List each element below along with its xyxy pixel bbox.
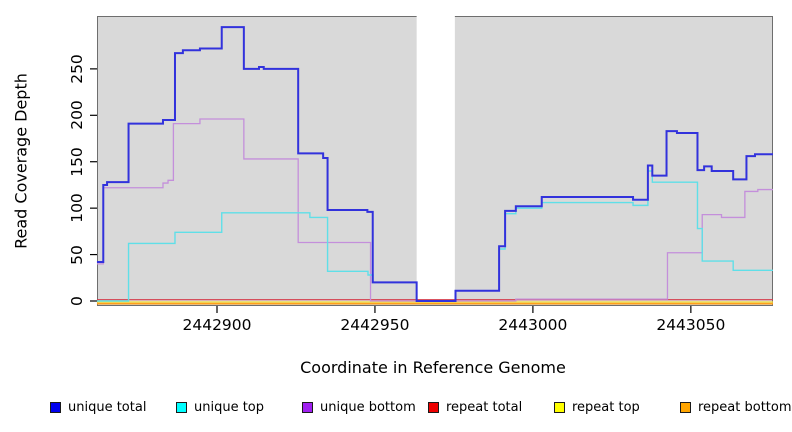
legend-swatch-icon xyxy=(680,401,691,413)
x-tick-label: 2443000 xyxy=(498,316,568,334)
legend-swatch-icon xyxy=(302,401,313,413)
legend-label: unique total xyxy=(68,399,147,415)
legend-label: repeat top xyxy=(572,399,640,415)
y-tick-label: 100 xyxy=(68,193,86,223)
legend-label: unique bottom xyxy=(320,399,416,415)
legend-item: unique total xyxy=(50,399,147,415)
legend-label: unique top xyxy=(194,399,265,415)
y-tick-label: 250 xyxy=(68,54,86,84)
legend-label: repeat total xyxy=(446,399,523,415)
legend-swatch-icon xyxy=(554,401,565,413)
legend-swatch-icon xyxy=(50,401,61,413)
y-axis-title: Read Coverage Depth xyxy=(11,73,31,249)
legend-item: repeat bottom xyxy=(680,399,792,415)
y-tick-label: 150 xyxy=(68,146,86,177)
no-data-gap-band xyxy=(416,14,455,302)
legend-item: repeat top xyxy=(554,399,640,415)
legend-item: unique bottom xyxy=(302,399,416,415)
series-line xyxy=(96,26,773,302)
legend-swatch-icon xyxy=(176,401,187,413)
x-tick-label: 2442950 xyxy=(340,316,410,334)
y-tick-label: 200 xyxy=(68,100,86,131)
y-tick-label: 0 xyxy=(68,296,86,306)
legend-label: repeat bottom xyxy=(698,399,792,415)
x-tick-label: 2442900 xyxy=(182,316,252,334)
legend-item: repeat total xyxy=(428,399,523,415)
legend-item: unique top xyxy=(176,399,265,415)
legend-swatch-icon xyxy=(428,401,439,413)
series-line xyxy=(96,118,773,302)
y-tick-label: 50 xyxy=(68,244,86,265)
x-axis-title: Coordinate in Reference Genome xyxy=(300,358,566,377)
x-tick-label: 2443050 xyxy=(656,316,726,334)
